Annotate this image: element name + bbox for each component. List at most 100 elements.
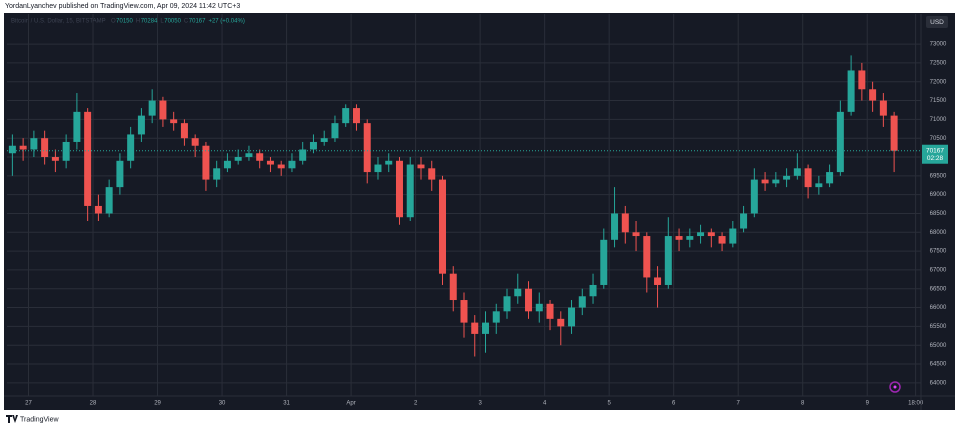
last-price: 70167 (926, 147, 944, 154)
candle-body (750, 179, 758, 214)
candle-body (256, 153, 264, 161)
x-tick-label: 6 (672, 401, 676, 407)
x-tick-label: 29 (154, 401, 161, 407)
candle-body (428, 168, 436, 180)
candle-body (772, 179, 780, 184)
candle-body (127, 134, 135, 161)
x-tick-label: 5 (607, 401, 611, 407)
candle-body (202, 145, 210, 180)
candle-body (245, 153, 253, 158)
candle-body (180, 123, 188, 139)
candle-body (191, 138, 199, 146)
last-price-badge (922, 144, 948, 164)
candle-body (105, 187, 113, 214)
y-tick-label: 65500 (930, 324, 947, 330)
currency: USD (930, 19, 944, 26)
plot: 64000 64500 65000 65500 66000 66500 67000 67500… (4, 14, 955, 410)
legend-value: 70284 (141, 19, 158, 25)
candle-body (492, 311, 500, 323)
candle-body (342, 108, 350, 124)
candle-body (890, 115, 898, 151)
candle-body (84, 111, 92, 206)
x-tick-label: 27 (25, 401, 32, 407)
x-tick-label: Apr (346, 401, 355, 407)
candle-body (847, 70, 855, 112)
candle-body (578, 296, 586, 308)
candle-body (309, 141, 317, 150)
x-tick-label: 31 (283, 401, 290, 407)
candle-body (697, 232, 705, 237)
x-tick-label: 28 (90, 401, 97, 407)
x-tick-label: 8 (801, 401, 805, 407)
x-tick-label: 30 (219, 401, 226, 407)
candle-body (266, 160, 274, 165)
candle-body (836, 111, 844, 173)
y-tick-label: 64000 (930, 380, 947, 386)
candle-body (277, 164, 285, 169)
publisher: YordanLyanchev published on TradingView.… (5, 3, 240, 10)
candle-body (299, 149, 307, 161)
event-icon-dot (893, 385, 897, 389)
candle-body (374, 164, 382, 173)
legend-value: 70050 (164, 19, 181, 25)
x-tick-label: 4 (543, 401, 547, 407)
x-tick-label: 9 (866, 401, 870, 407)
candle-body (783, 175, 791, 180)
candle-body (503, 296, 511, 312)
candle-body (234, 157, 242, 161)
x-tick-label: 18:00 (908, 401, 924, 407)
candle-body (654, 277, 662, 285)
candle-body (116, 160, 124, 188)
candle-body (73, 111, 81, 142)
x-tick-label: 2 (414, 401, 418, 407)
candle-body (761, 179, 769, 184)
legend-value: 70167 (189, 19, 206, 25)
legend-symbol: Bitcoin / U.S. Dollar, 15, BITSTAMP (11, 19, 106, 25)
candle-body (223, 160, 231, 169)
candle-body (352, 108, 360, 124)
currency-badge (926, 16, 948, 28)
candle-body (19, 145, 27, 150)
candle-body (879, 100, 887, 116)
legend-label: H (136, 19, 140, 25)
candle-body (288, 160, 296, 169)
candle-body (675, 236, 683, 240)
y-tick-label: 72500 (930, 61, 947, 67)
candle-body (30, 138, 38, 150)
footer-logo (6, 415, 18, 423)
candle-body (395, 160, 403, 218)
candle-body (525, 288, 533, 312)
candle-body (417, 164, 425, 169)
y-tick-label: 71000 (930, 117, 947, 123)
candle-body (385, 160, 393, 165)
y-tick-label: 67500 (930, 249, 947, 255)
y-tick-label: 66000 (930, 305, 947, 311)
candle-body (148, 100, 156, 116)
candle-body (535, 303, 543, 312)
candle-body (793, 168, 801, 176)
countdown: 02:28 (927, 155, 944, 162)
candle-body (664, 236, 672, 285)
candle-body (331, 123, 339, 139)
candle-body (460, 300, 468, 323)
candle-body (718, 236, 726, 244)
candle-body (51, 157, 59, 161)
candle-body (449, 273, 457, 301)
candle-body (632, 232, 640, 237)
y-tick-label: 66500 (930, 286, 947, 292)
y-tick-label: 69500 (930, 173, 947, 179)
y-tick-label: 64500 (930, 362, 947, 368)
y-tick-label: 69000 (930, 192, 947, 198)
candle-body (137, 115, 145, 135)
candle-body (406, 164, 414, 218)
candle-body (621, 213, 629, 233)
y-tick-label: 71500 (930, 98, 947, 104)
y-tick-label: 68500 (930, 211, 947, 217)
candle-body (170, 119, 178, 124)
y-tick-label: 65000 (930, 343, 947, 349)
legend-label: L (160, 19, 164, 25)
legend-label: O (111, 19, 116, 25)
candle-body (568, 307, 576, 327)
candle-body (815, 183, 823, 188)
